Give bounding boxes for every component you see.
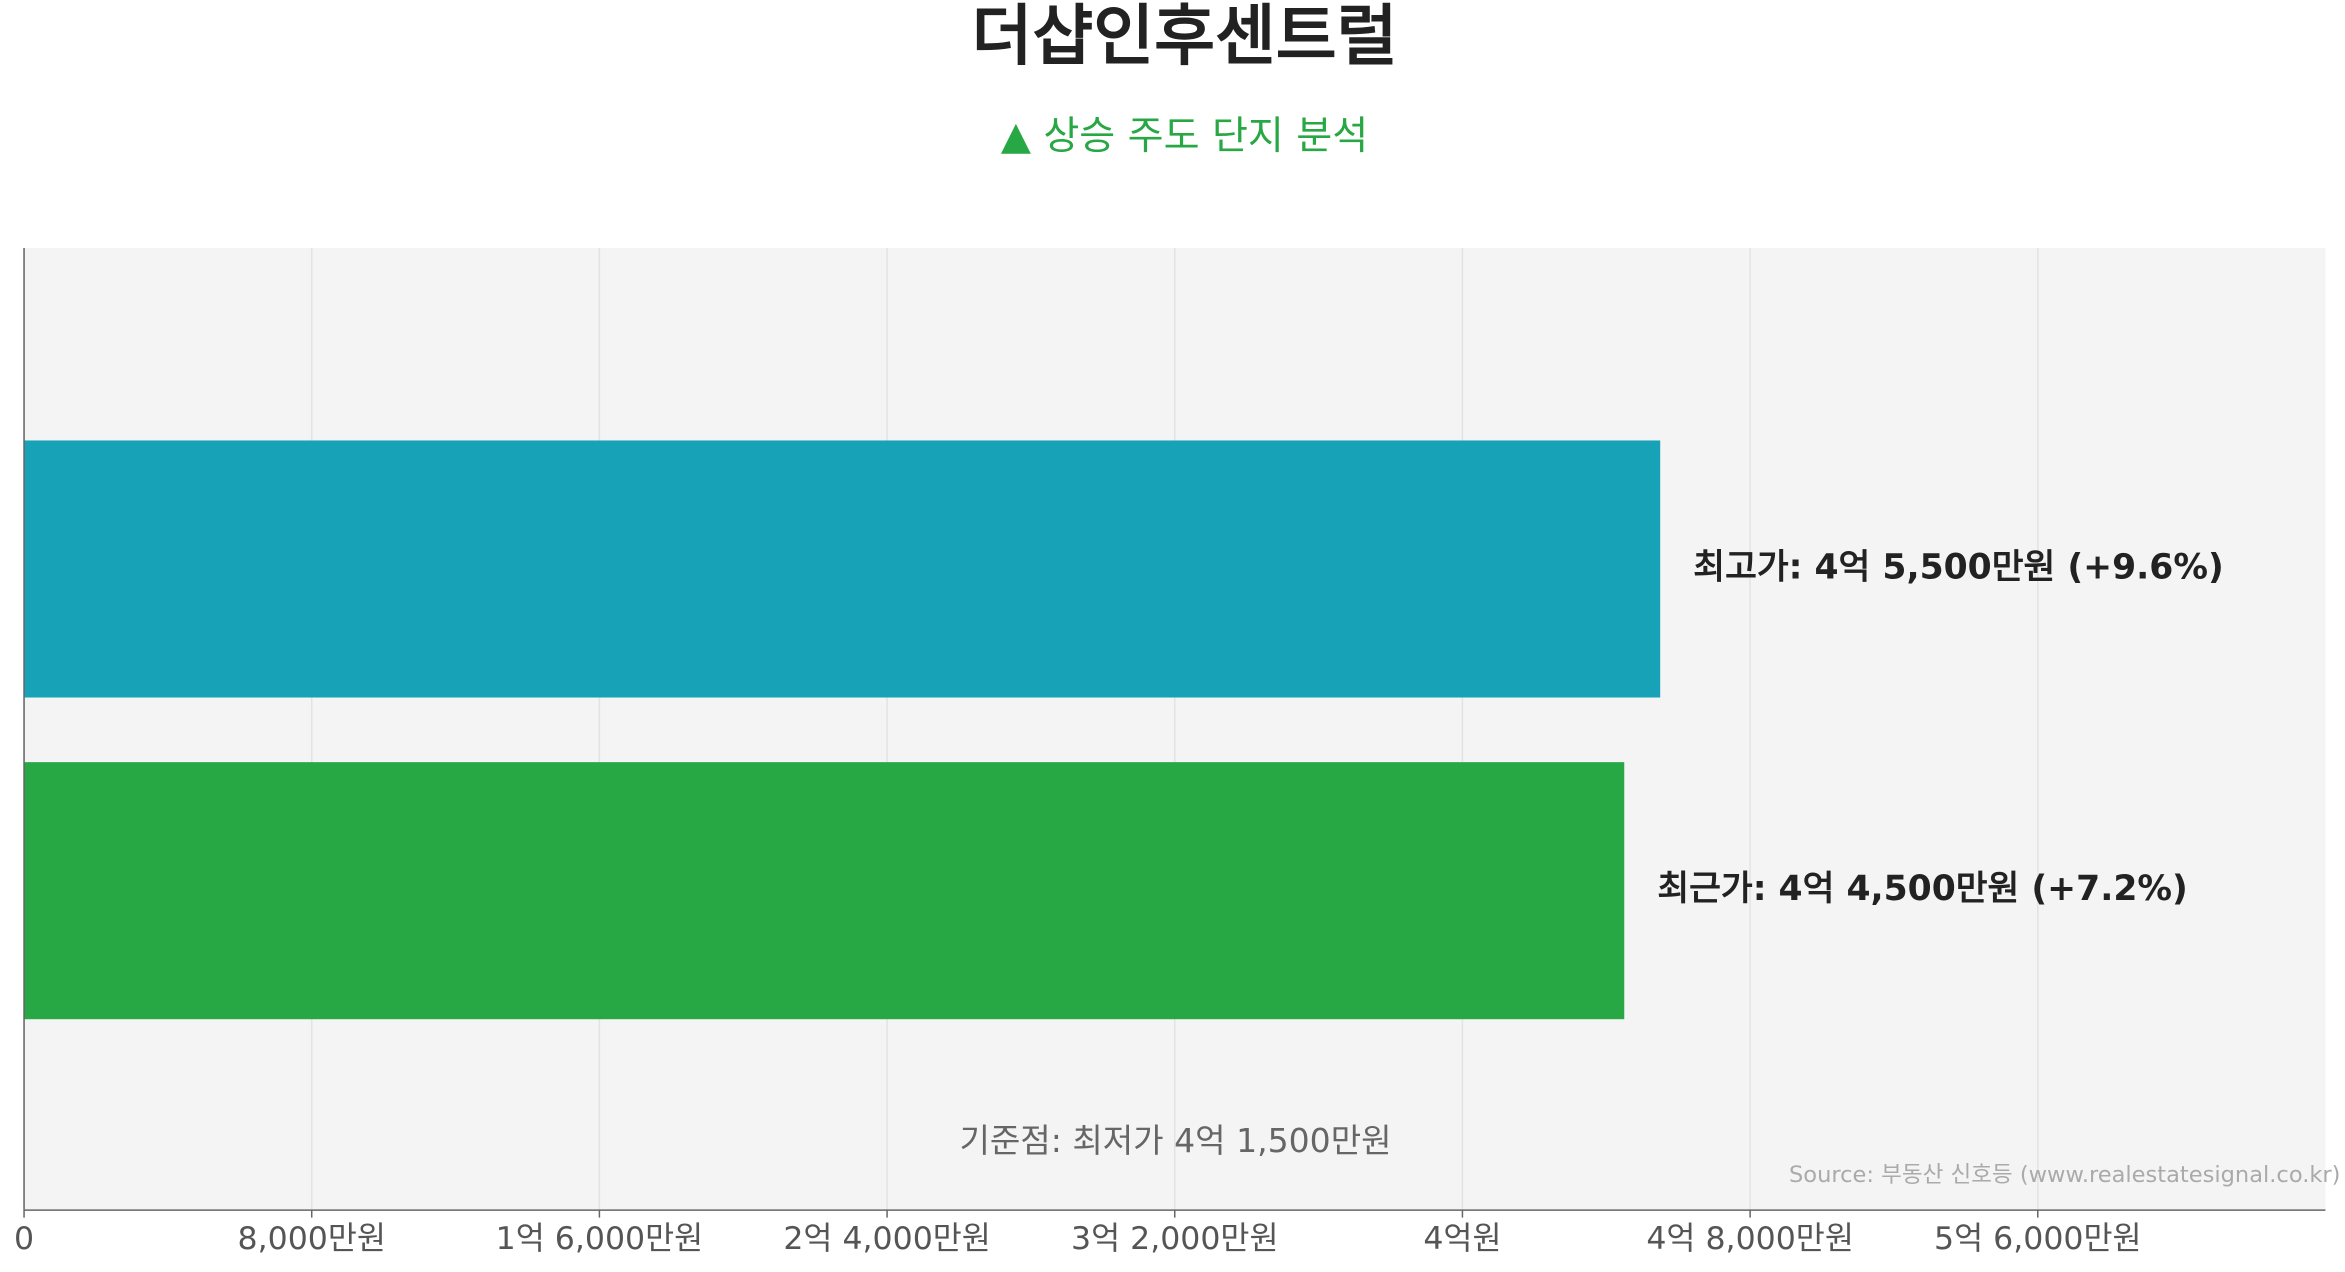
x-tick-label: 0 <box>14 1221 34 1257</box>
annotation: 기준점: 최저가 4억 1,500만원 <box>959 1121 1391 1160</box>
data-label: 최고가: 4억 5,500만원 (+9.6%) <box>1693 547 2224 587</box>
bar <box>24 762 1625 1020</box>
x-tick-label: 1억 6,000만원 <box>496 1221 703 1257</box>
x-tick-label: 5억 6,000만원 <box>1934 1221 2141 1257</box>
data-label: 최근가: 4억 4,500만원 (+7.2%) <box>1657 869 2188 909</box>
source: Source: 부동산 신호등 (www.realestatesignal.co… <box>1789 1162 2341 1188</box>
x-tick-label: 3억 2,000만원 <box>1071 1221 1278 1257</box>
chart-title: 더샵인후센트럴 <box>972 0 1398 75</box>
x-tick-label: 8,000만원 <box>238 1221 386 1257</box>
x-tick-label: 4억원 <box>1423 1221 1501 1257</box>
bar <box>24 440 1661 698</box>
x-tick-label: 4억 8,000만원 <box>1646 1221 1853 1257</box>
chart-subtitle: ▲ 상승 주도 단지 분석 <box>1001 114 1368 159</box>
x-tick-label: 2억 4,000만원 <box>783 1221 990 1257</box>
bars: 최고가: 4억 5,500만원 (+9.6%) 최근가: 4억 4,500만원 (… <box>24 440 2224 1020</box>
